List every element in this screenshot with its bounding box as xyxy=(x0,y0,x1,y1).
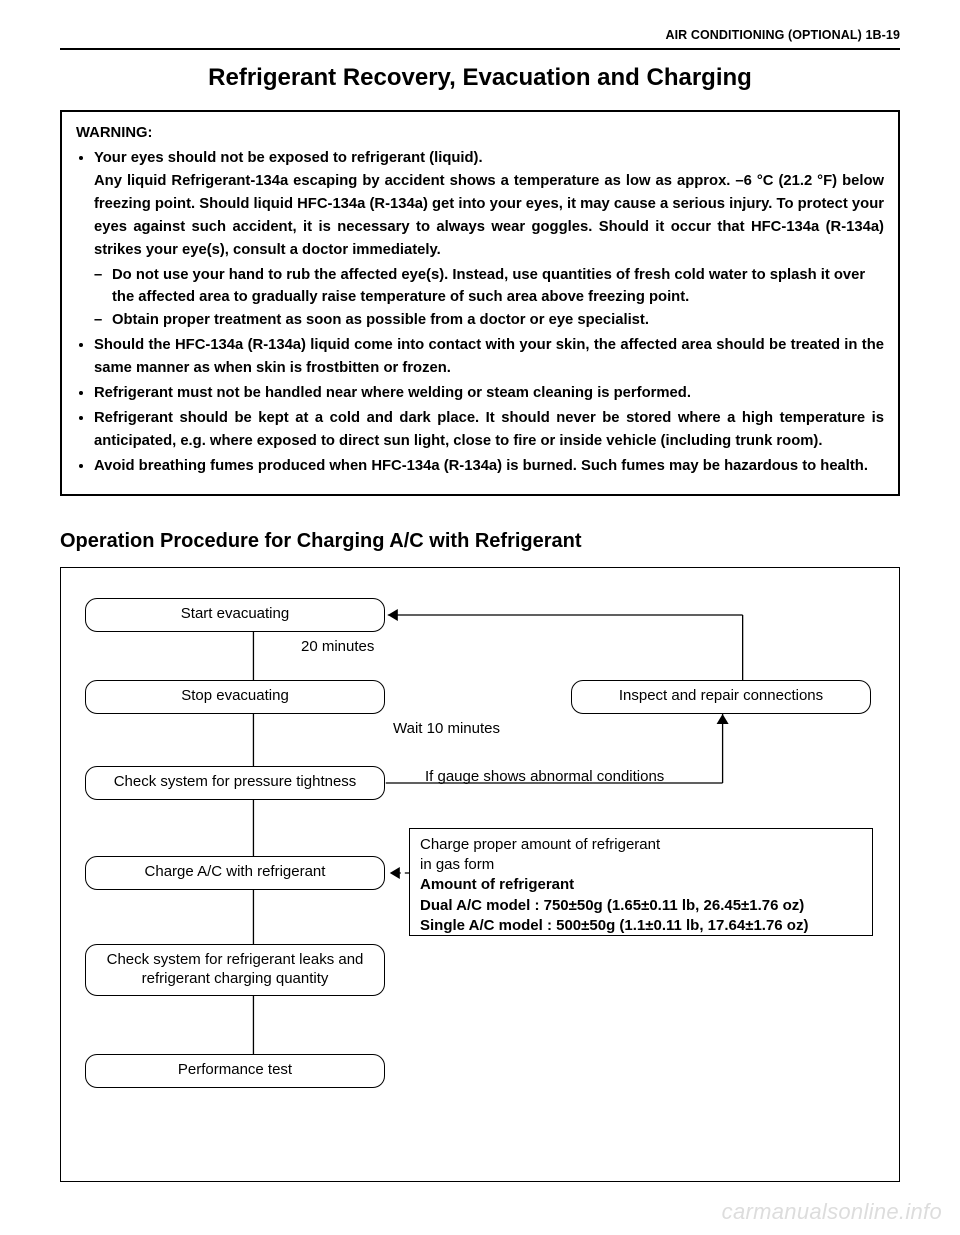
label-20-minutes: 20 minutes xyxy=(301,638,374,655)
label-abnormal-conditions: If gauge shows abnormal conditions xyxy=(425,768,664,785)
section-subtitle: Operation Procedure for Charging A/C wit… xyxy=(60,530,900,553)
warning-item-3: Refrigerant must not be handled near whe… xyxy=(94,382,884,405)
warning-sub-2: Obtain proper treatment as soon as possi… xyxy=(94,309,884,332)
warning-list: Your eyes should not be exposed to refri… xyxy=(76,147,884,478)
node-start-evacuating: Start evacuating xyxy=(85,598,385,632)
page-header-right: AIR CONDITIONING (OPTIONAL) 1B-19 xyxy=(665,28,900,42)
info-box-refrigerant: Charge proper amount of refrigerant in g… xyxy=(409,828,873,936)
node-check-pressure: Check system for pressure tightness xyxy=(85,766,385,800)
warning-item-2: Should the HFC-134a (R-134a) liquid come… xyxy=(94,334,884,380)
node-stop-evacuating: Stop evacuating xyxy=(85,680,385,714)
warning-item-5: Avoid breathing fumes produced when HFC-… xyxy=(94,455,884,478)
warning-label: WARNING: xyxy=(76,122,884,145)
warning-item-4: Refrigerant should be kept at a cold and… xyxy=(94,407,884,453)
warning-sublist: Do not use your hand to rub the affected… xyxy=(94,264,884,333)
warning-item-1: Your eyes should not be exposed to refri… xyxy=(94,147,884,332)
node-check-leaks: Check system for refrigerant leaks and r… xyxy=(85,944,385,996)
node-inspect-repair: Inspect and repair connections xyxy=(571,680,871,714)
header-divider xyxy=(60,48,900,50)
flowchart-container: Start evacuating Stop evacuating Check s… xyxy=(60,567,900,1182)
warning-sub-1: Do not use your hand to rub the affected… xyxy=(94,264,884,310)
page-title: Refrigerant Recovery, Evacuation and Cha… xyxy=(60,64,900,92)
label-wait-10-minutes: Wait 10 minutes xyxy=(393,720,500,737)
node-charge-ac: Charge A/C with refrigerant xyxy=(85,856,385,890)
watermark: carmanualsonline.info xyxy=(722,1199,942,1225)
warning-box: WARNING: Your eyes should not be exposed… xyxy=(60,110,900,496)
node-performance-test: Performance test xyxy=(85,1054,385,1088)
